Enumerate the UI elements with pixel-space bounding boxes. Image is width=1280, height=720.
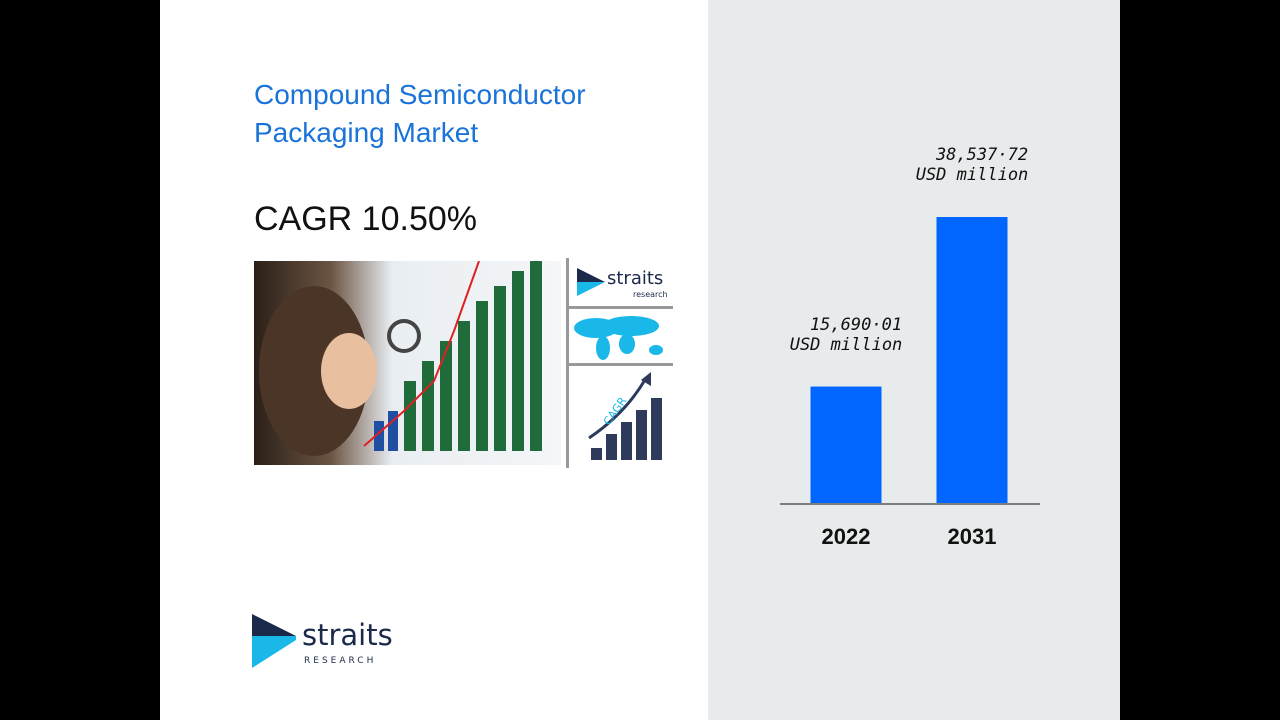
straits-logo-icon xyxy=(252,614,296,668)
page-title: Compound Semiconductor Packaging Market xyxy=(254,79,586,148)
bar-2022 xyxy=(810,386,882,503)
data-label-unit: USD million xyxy=(789,334,903,355)
data-label-unit: USD million xyxy=(915,165,1029,185)
data-label: 15,690·01 USD million xyxy=(766,315,926,355)
side-icons: straits research CAGR xyxy=(566,258,673,468)
straits-research-logo: straits RESEARCH xyxy=(252,614,393,672)
brand-name-small: straits xyxy=(607,268,664,289)
data-label: 38,537·72 USD million xyxy=(892,145,1052,185)
brand-name: straits xyxy=(302,618,393,652)
chart-panel: 15,690·01 USD million 2022 38,537·72 USD mil… xyxy=(708,0,1120,720)
world-map-icon xyxy=(574,316,663,360)
market-photo xyxy=(254,261,561,465)
left-panel: Compound Semiconductor Packaging Market … xyxy=(160,0,708,720)
bar-chart: 15,690·01 USD million 2022 38,537·72 USD mil… xyxy=(708,0,1120,720)
photo-illustration xyxy=(259,261,542,456)
cagr-growth-icon: CAGR xyxy=(588,372,662,460)
straits-logo-icon xyxy=(577,268,605,296)
data-label-value: 38,537·72 xyxy=(935,145,1029,165)
straits-small-logo: straits research xyxy=(577,266,673,306)
cagr-text: CAGR 10.50% xyxy=(254,200,477,238)
data-label-value: 15,690·01 xyxy=(809,314,903,335)
x-tick-label: 2031 xyxy=(947,524,997,549)
chart-svg xyxy=(780,217,1040,505)
bar-2031 xyxy=(936,217,1008,503)
x-tick-label: 2022 xyxy=(821,524,871,549)
brand-sub: RESEARCH xyxy=(304,656,377,666)
brand-sub-small: research xyxy=(633,290,668,299)
